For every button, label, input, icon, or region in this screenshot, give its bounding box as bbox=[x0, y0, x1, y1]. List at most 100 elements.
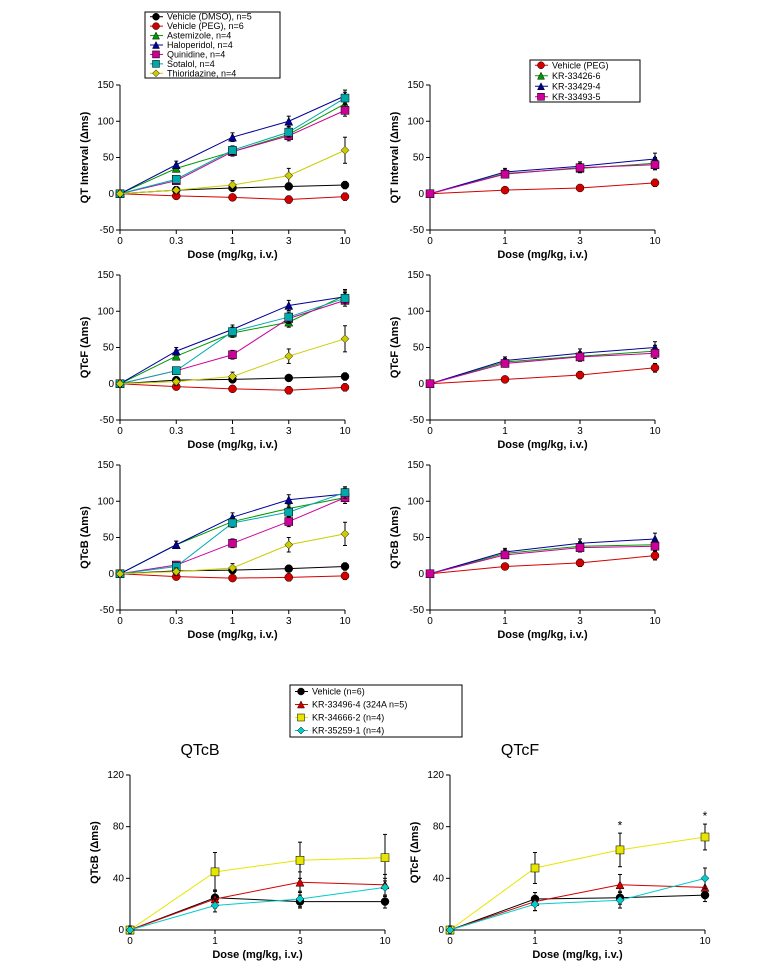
svg-text:KR-33429-4: KR-33429-4 bbox=[552, 81, 601, 91]
svg-text:50: 50 bbox=[413, 533, 425, 544]
svg-text:QTcF (Δms): QTcF (Δms) bbox=[79, 316, 91, 378]
svg-text:0: 0 bbox=[108, 189, 114, 200]
svg-text:100: 100 bbox=[407, 116, 424, 127]
chart-svg: -5005010015000.31310Dose (mg/kg, i.v.)QT… bbox=[0, 0, 774, 961]
svg-text:1: 1 bbox=[230, 616, 236, 627]
svg-text:KR-35259-1 (n=4): KR-35259-1 (n=4) bbox=[312, 726, 384, 736]
svg-text:0: 0 bbox=[427, 236, 433, 247]
svg-text:50: 50 bbox=[103, 343, 115, 354]
svg-text:150: 150 bbox=[407, 460, 424, 471]
svg-text:100: 100 bbox=[407, 306, 424, 317]
svg-text:0: 0 bbox=[118, 925, 124, 936]
svg-text:Dose (mg/kg, i.v.): Dose (mg/kg, i.v.) bbox=[497, 439, 588, 451]
svg-text:-50: -50 bbox=[100, 415, 115, 426]
svg-text:0: 0 bbox=[117, 236, 123, 247]
svg-text:-50: -50 bbox=[100, 605, 115, 616]
svg-text:-50: -50 bbox=[410, 415, 425, 426]
svg-text:3: 3 bbox=[617, 936, 623, 947]
svg-text:0.3: 0.3 bbox=[169, 616, 183, 627]
svg-text:100: 100 bbox=[407, 496, 424, 507]
svg-text:80: 80 bbox=[113, 822, 125, 833]
svg-text:10: 10 bbox=[649, 426, 661, 437]
svg-text:QTcB (Δms): QTcB (Δms) bbox=[79, 506, 91, 569]
svg-text:-50: -50 bbox=[410, 605, 425, 616]
svg-text:150: 150 bbox=[97, 80, 114, 91]
svg-text:Dose (mg/kg, i.v.): Dose (mg/kg, i.v.) bbox=[497, 629, 588, 641]
svg-text:Dose (mg/kg, i.v.): Dose (mg/kg, i.v.) bbox=[187, 249, 278, 261]
svg-text:QTcB (Δms): QTcB (Δms) bbox=[89, 821, 101, 884]
svg-text:1: 1 bbox=[502, 616, 508, 627]
svg-text:150: 150 bbox=[97, 460, 114, 471]
svg-text:Thioridazine, n=4: Thioridazine, n=4 bbox=[167, 68, 236, 78]
svg-text:150: 150 bbox=[97, 270, 114, 281]
svg-text:10: 10 bbox=[649, 616, 661, 627]
svg-text:100: 100 bbox=[97, 116, 114, 127]
svg-text:120: 120 bbox=[107, 770, 124, 781]
svg-text:1: 1 bbox=[502, 426, 508, 437]
svg-text:QT Interval (Δms): QT Interval (Δms) bbox=[79, 111, 91, 203]
svg-text:-50: -50 bbox=[100, 225, 115, 236]
svg-text:80: 80 bbox=[433, 822, 445, 833]
svg-text:QTcB: QTcB bbox=[180, 742, 219, 759]
svg-text:3: 3 bbox=[577, 426, 583, 437]
svg-text:Dose (mg/kg, i.v.): Dose (mg/kg, i.v.) bbox=[497, 249, 588, 261]
svg-text:0: 0 bbox=[418, 569, 424, 580]
svg-text:150: 150 bbox=[407, 80, 424, 91]
svg-text:40: 40 bbox=[113, 873, 125, 884]
svg-text:100: 100 bbox=[97, 306, 114, 317]
svg-text:50: 50 bbox=[103, 153, 115, 164]
svg-text:50: 50 bbox=[103, 533, 115, 544]
svg-text:-50: -50 bbox=[410, 225, 425, 236]
svg-text:1: 1 bbox=[212, 936, 218, 947]
svg-text:1: 1 bbox=[230, 426, 236, 437]
svg-text:150: 150 bbox=[407, 270, 424, 281]
svg-text:40: 40 bbox=[433, 873, 445, 884]
svg-text:0: 0 bbox=[447, 936, 453, 947]
svg-text:KR-33493-5: KR-33493-5 bbox=[552, 92, 601, 102]
svg-text:10: 10 bbox=[339, 426, 351, 437]
svg-text:3: 3 bbox=[297, 936, 303, 947]
svg-text:QTcF: QTcF bbox=[501, 742, 539, 759]
svg-text:QTcF (Δms): QTcF (Δms) bbox=[409, 821, 421, 883]
svg-text:0: 0 bbox=[108, 379, 114, 390]
svg-text:10: 10 bbox=[379, 936, 391, 947]
svg-text:Dose (mg/kg, i.v.): Dose (mg/kg, i.v.) bbox=[532, 949, 623, 961]
svg-text:0: 0 bbox=[427, 616, 433, 627]
svg-text:120: 120 bbox=[427, 770, 444, 781]
svg-text:1: 1 bbox=[502, 236, 508, 247]
svg-text:3: 3 bbox=[577, 616, 583, 627]
svg-text:QTcF (Δms): QTcF (Δms) bbox=[389, 316, 401, 378]
svg-text:0: 0 bbox=[127, 936, 133, 947]
svg-text:Dose (mg/kg, i.v.): Dose (mg/kg, i.v.) bbox=[212, 949, 303, 961]
svg-text:QTcB (Δms): QTcB (Δms) bbox=[389, 506, 401, 569]
svg-text:Dose (mg/kg, i.v.): Dose (mg/kg, i.v.) bbox=[187, 439, 278, 451]
svg-text:*: * bbox=[618, 818, 623, 832]
svg-text:KR-33426-6: KR-33426-6 bbox=[552, 71, 601, 81]
svg-text:Vehicle (PEG): Vehicle (PEG) bbox=[552, 60, 609, 70]
svg-text:0: 0 bbox=[117, 616, 123, 627]
svg-text:10: 10 bbox=[339, 236, 351, 247]
svg-text:0: 0 bbox=[427, 426, 433, 437]
svg-text:1: 1 bbox=[532, 936, 538, 947]
svg-text:50: 50 bbox=[413, 343, 425, 354]
svg-text:0: 0 bbox=[418, 379, 424, 390]
svg-text:10: 10 bbox=[699, 936, 711, 947]
svg-text:Vehicle (n=6): Vehicle (n=6) bbox=[312, 687, 365, 697]
svg-text:Dose (mg/kg, i.v.): Dose (mg/kg, i.v.) bbox=[187, 629, 278, 641]
svg-text:0: 0 bbox=[117, 426, 123, 437]
svg-text:3: 3 bbox=[577, 236, 583, 247]
svg-text:0: 0 bbox=[418, 189, 424, 200]
svg-text:0.3: 0.3 bbox=[169, 426, 183, 437]
svg-text:KR-34666-2 (n=4): KR-34666-2 (n=4) bbox=[312, 713, 384, 723]
svg-text:1: 1 bbox=[230, 236, 236, 247]
svg-text:10: 10 bbox=[339, 616, 351, 627]
svg-text:0.3: 0.3 bbox=[169, 236, 183, 247]
figure-container: -5005010015000.31310Dose (mg/kg, i.v.)QT… bbox=[0, 0, 774, 961]
svg-text:3: 3 bbox=[286, 426, 292, 437]
svg-text:3: 3 bbox=[286, 616, 292, 627]
svg-text:0: 0 bbox=[438, 925, 444, 936]
svg-text:0: 0 bbox=[108, 569, 114, 580]
svg-text:3: 3 bbox=[286, 236, 292, 247]
svg-text:*: * bbox=[703, 809, 708, 823]
svg-text:50: 50 bbox=[413, 153, 425, 164]
